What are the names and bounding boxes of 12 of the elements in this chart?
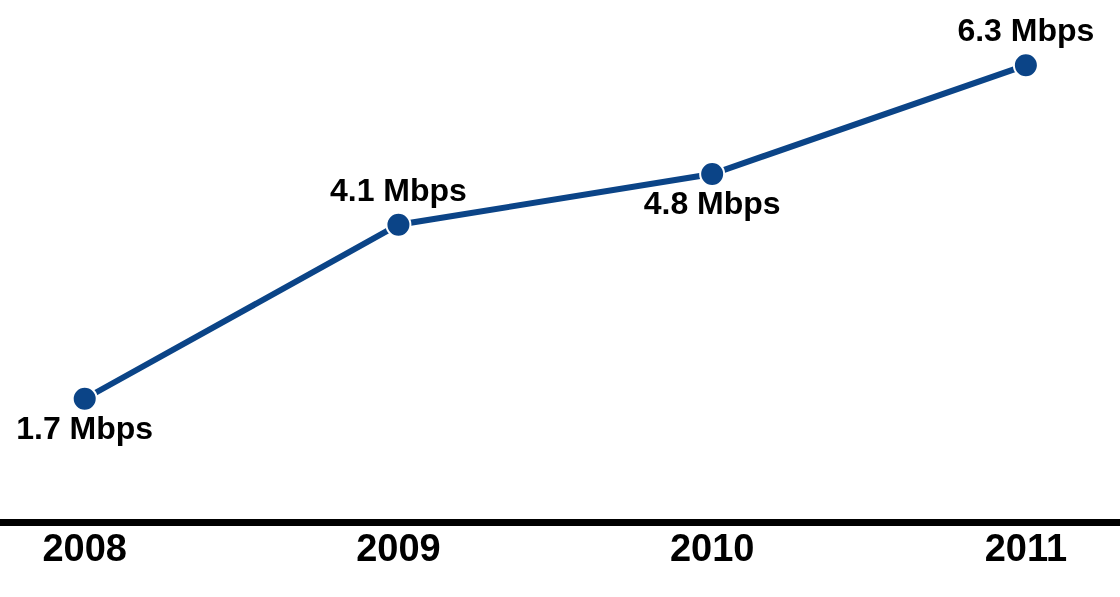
- x-tick-label: 2011: [984, 527, 1068, 569]
- data-label: 6.3 Mbps: [957, 12, 1095, 49]
- data-label: 4.8 Mbps: [643, 185, 781, 221]
- point: [699, 161, 726, 187]
- data-label: 1.7 Mbps: [16, 409, 154, 446]
- x-tick-label: 2010: [669, 527, 755, 569]
- x-tick-label: 2009: [356, 527, 441, 569]
- point: [1012, 52, 1039, 79]
- data-label: 4.1 Mbps: [329, 171, 467, 208]
- point: [71, 385, 98, 412]
- point: [385, 211, 412, 238]
- x-tick-label: 2008: [42, 527, 127, 569]
